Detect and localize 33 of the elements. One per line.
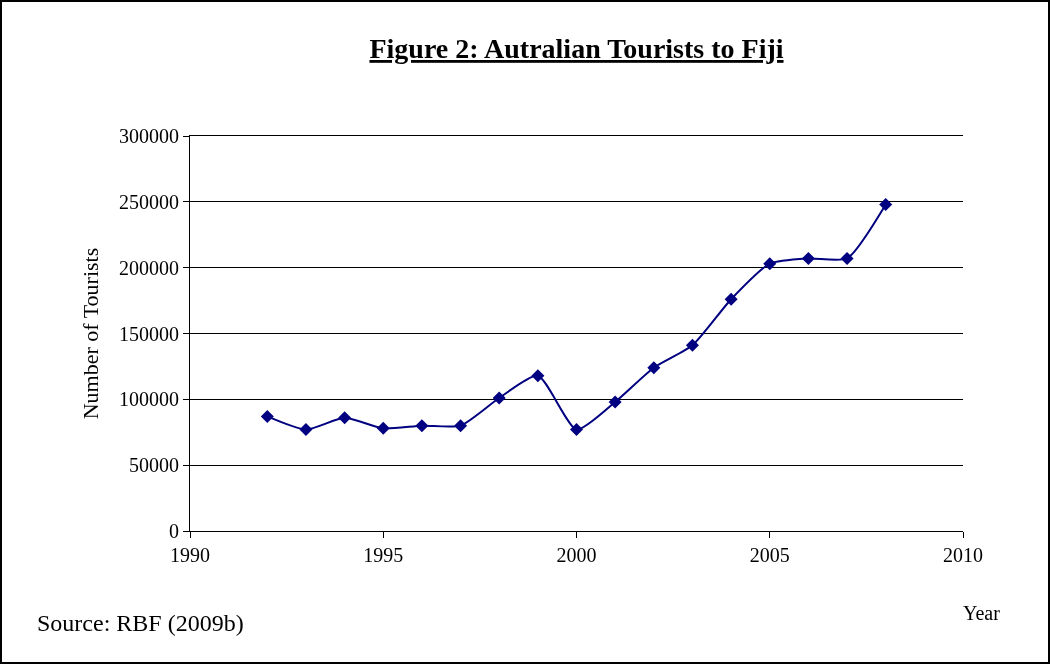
y-tick-label: 0 xyxy=(169,520,179,542)
point xyxy=(647,361,661,375)
chart-title: Figure 2: Autralian Tourists to Fiji xyxy=(369,33,784,64)
y-tick-label: 200000 xyxy=(119,256,179,279)
point xyxy=(801,251,815,265)
point xyxy=(570,423,583,437)
y-tick-label: 250000 xyxy=(119,190,179,213)
point xyxy=(338,411,352,425)
x-tick-label: 2000 xyxy=(556,544,597,566)
x-axis-title: Year xyxy=(963,602,1001,624)
point xyxy=(724,292,738,306)
y-tick-label: 300000 xyxy=(119,125,179,147)
x-tick-label: 1995 xyxy=(363,544,404,566)
point xyxy=(763,257,777,271)
point xyxy=(492,391,506,405)
point xyxy=(840,251,854,265)
point xyxy=(454,419,468,433)
point xyxy=(531,369,545,383)
point xyxy=(608,395,622,409)
y-tick-label: 50000 xyxy=(129,454,179,477)
x-tick-label: 2005 xyxy=(749,544,790,566)
point xyxy=(415,419,429,433)
y-tick-label: 100000 xyxy=(119,388,179,411)
point xyxy=(376,421,390,435)
point xyxy=(299,423,313,437)
x-tick-label: 1990 xyxy=(170,544,210,566)
source-note: Source: RBF (2009b) xyxy=(37,610,244,636)
point xyxy=(879,197,893,211)
point xyxy=(260,409,274,423)
point xyxy=(685,338,699,352)
x-tick-label: 2010 xyxy=(943,544,983,566)
y-tick-label: 150000 xyxy=(119,322,179,345)
y-axis-title: Number of Tourists xyxy=(77,247,103,420)
